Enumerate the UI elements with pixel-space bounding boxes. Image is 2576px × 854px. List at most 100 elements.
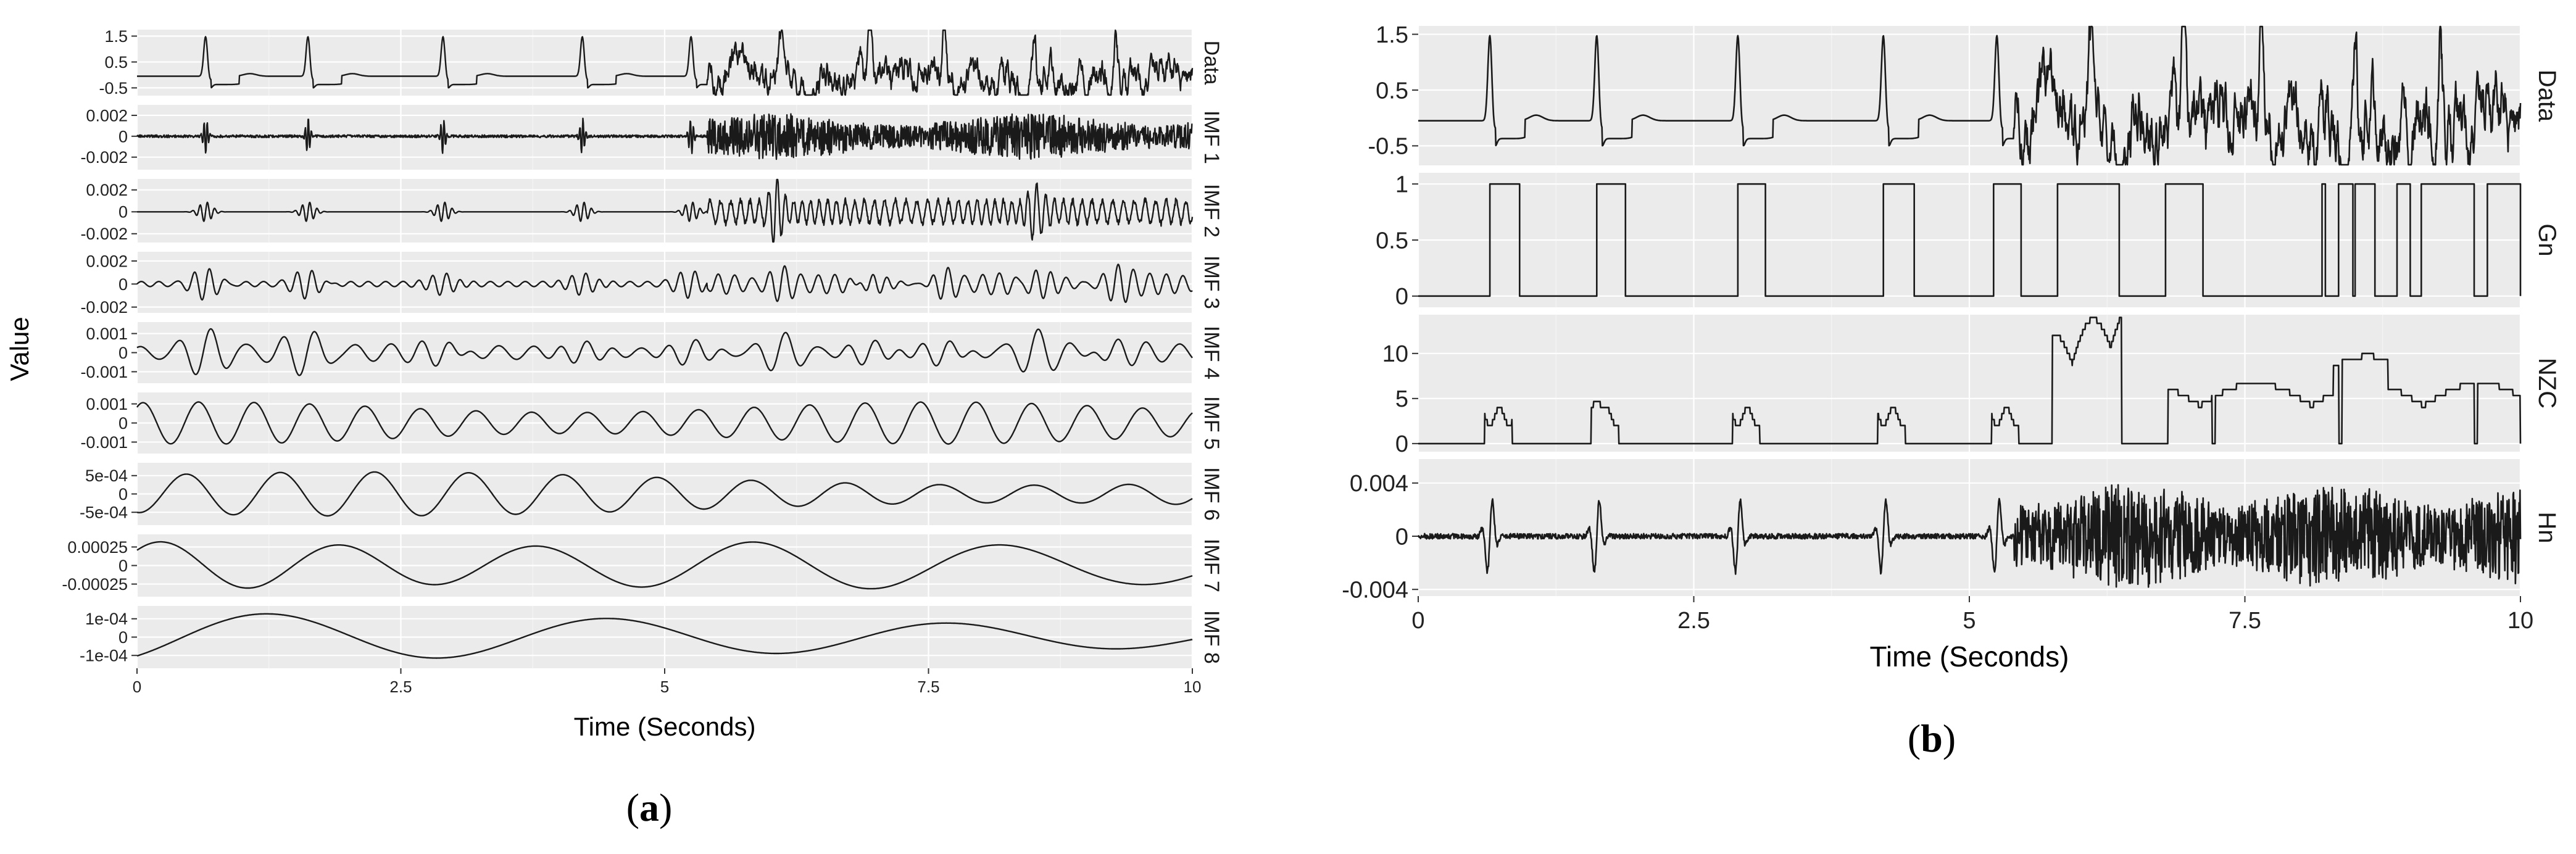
- y-tick-label-imf-1: 0.002: [86, 106, 128, 125]
- y-tick-label-imf-7: -0.00025: [62, 575, 128, 594]
- strip-label-data: Data: [1200, 41, 1223, 85]
- y-tick-label-imf-8: 1e-04: [85, 610, 128, 628]
- caption-letter: a: [639, 786, 659, 829]
- y-tick-label-imf-5: 0: [118, 414, 128, 433]
- facet-imf-2: 0.002 0 -0.002 IMF 2: [80, 178, 1223, 243]
- strip-label-imf-7: IMF 7: [1200, 539, 1223, 592]
- y-tick-label-gn: 0.5: [1376, 228, 1408, 254]
- y-tick-label-imf-6: -5e-04: [80, 504, 128, 522]
- facet-imf-1: 0.002 0 -0.002 IMF 1: [80, 105, 1223, 170]
- y-tick-label-imf-6: 5e-04: [85, 466, 128, 485]
- y-tick-label-imf-3: -0.002: [80, 298, 128, 317]
- facet-gn: 1 0.5 0 Gn: [1376, 172, 2561, 310]
- y-tick-label-imf-6: 0: [118, 485, 128, 504]
- y-tick-label-imf-5: -0.001: [80, 433, 128, 452]
- strip-label-imf-3: IMF 3: [1200, 255, 1223, 309]
- x-tick-label: 2.5: [389, 678, 412, 696]
- y-tick-label-data: 1.5: [104, 27, 128, 46]
- series-line-nzc: [1418, 317, 2522, 445]
- strip-label-nzc: NZC: [2533, 358, 2561, 408]
- y-tick-label-imf-2: 0.002: [86, 181, 128, 199]
- x-tick-label: 10: [1184, 678, 1202, 696]
- y-tick-label-imf-8: -1e-04: [80, 647, 128, 665]
- strip-label-imf-4: IMF 4: [1200, 326, 1223, 379]
- caption-close: ): [1943, 716, 1956, 760]
- x-tick-label: 7.5: [2229, 608, 2261, 634]
- series-line-imf-8: [136, 613, 1193, 659]
- strip-label-imf-8: IMF 8: [1200, 610, 1223, 664]
- y-tick-label-imf-3: 0: [118, 275, 128, 294]
- strip-label-imf-1: IMF 1: [1200, 110, 1223, 164]
- x-tick-label: 5: [660, 678, 669, 696]
- x-tick-label: 0: [133, 678, 141, 696]
- strip-label-hn: Hn: [2533, 512, 2561, 543]
- y-tick-label-hn: 0: [1395, 524, 1408, 550]
- x-axis-title: Time (Seconds): [1870, 640, 2069, 673]
- y-tick-label-imf-5: 0.001: [86, 395, 128, 413]
- chart-b: 1.50.5-0.5Data10.50Gn1050NZC0.0040-0.004…: [1342, 22, 2561, 760]
- series-line-imf-3: [136, 263, 1193, 303]
- y-tick-label-hn: -0.004: [1342, 578, 1408, 603]
- series-line-gn: [1418, 183, 2522, 297]
- y-axis-title: Value: [5, 317, 34, 381]
- facet-data: 1.5 0.5 -0.5 Data: [1368, 22, 2561, 166]
- series-line-imf-2: [136, 178, 1194, 243]
- y-tick-label-nzc: 0: [1395, 431, 1408, 457]
- strip-label-imf-6: IMF 6: [1200, 467, 1223, 521]
- y-tick-label-imf-4: 0.001: [86, 325, 128, 343]
- y-tick-label-data: 1.5: [1376, 22, 1408, 48]
- facet-hn: 0.004 0 -0.004 Hn: [1342, 459, 2561, 603]
- y-tick-label-data: 0.5: [1376, 78, 1408, 104]
- y-tick-label-nzc: 5: [1395, 386, 1408, 412]
- x-tick-label: 0: [1411, 608, 1424, 634]
- caption-open: (: [1908, 716, 1921, 760]
- y-tick-label-imf-7: 0: [118, 557, 128, 575]
- y-tick-label-imf-4: -0.001: [80, 363, 128, 381]
- x-axis-title: Time (Seconds): [574, 712, 756, 741]
- x-tick-label: 7.5: [917, 678, 939, 696]
- strip-label-imf-5: IMF 5: [1200, 396, 1223, 450]
- y-tick-label-imf-2: -0.002: [80, 225, 128, 243]
- facet-nzc: 10 5 0 NZC: [1382, 315, 2561, 457]
- facet-imf-8: 1e-040-1e-04 IMF 8: [80, 606, 1223, 668]
- series-line-imf-7: [136, 541, 1193, 590]
- strip-label-data: Data: [2533, 70, 2561, 122]
- y-tick-label-imf-1: -0.002: [80, 148, 128, 167]
- y-tick-label-imf-4: 0: [118, 344, 128, 362]
- series-line-imf-1: [136, 113, 1193, 160]
- series-line-imf-6: [136, 471, 1193, 517]
- strip-label-gn: Gn: [2533, 223, 2561, 256]
- caption-close: ): [659, 786, 672, 829]
- caption-a: (a): [626, 786, 673, 829]
- series-line-imf-4: [136, 328, 1193, 376]
- caption-open: (: [626, 786, 639, 829]
- y-tick-label-gn: 1: [1395, 172, 1408, 197]
- y-tick-label-nzc: 10: [1382, 341, 1408, 367]
- y-tick-label-imf-3: 0.002: [86, 252, 128, 270]
- facet-data: 1.5 0.5 -0.5 Data: [99, 27, 1223, 97]
- series-line-imf-5: [136, 401, 1193, 445]
- y-tick-label-imf-8: 0: [118, 628, 128, 647]
- series-line-data: [136, 29, 1194, 96]
- facet-imf-6: 5e-040-5e-04 IMF 6: [80, 463, 1223, 525]
- y-tick-label-data: -0.5: [1368, 134, 1408, 160]
- y-tick-label-gn: 0: [1395, 284, 1408, 310]
- caption-letter: b: [1921, 716, 1943, 760]
- series-line-hn: [1417, 484, 2522, 588]
- y-tick-label-imf-2: 0: [118, 203, 128, 222]
- caption-b: (b): [1908, 716, 1956, 760]
- facet-imf-3: 0.002 0 -0.002 IMF 3: [80, 252, 1223, 317]
- y-tick-label-hn: 0.004: [1350, 471, 1408, 497]
- y-tick-label-data: 0.5: [104, 53, 128, 72]
- x-tick-label: 2.5: [1677, 608, 1710, 634]
- y-tick-label-imf-1: 0: [118, 127, 128, 146]
- series-line-data: [1418, 25, 2522, 166]
- y-tick-label-imf-7: 0.00025: [67, 538, 128, 557]
- strip-label-imf-2: IMF 2: [1200, 184, 1223, 238]
- y-tick-label-data: -0.5: [99, 79, 128, 97]
- x-tick-label: 5: [1963, 608, 1976, 634]
